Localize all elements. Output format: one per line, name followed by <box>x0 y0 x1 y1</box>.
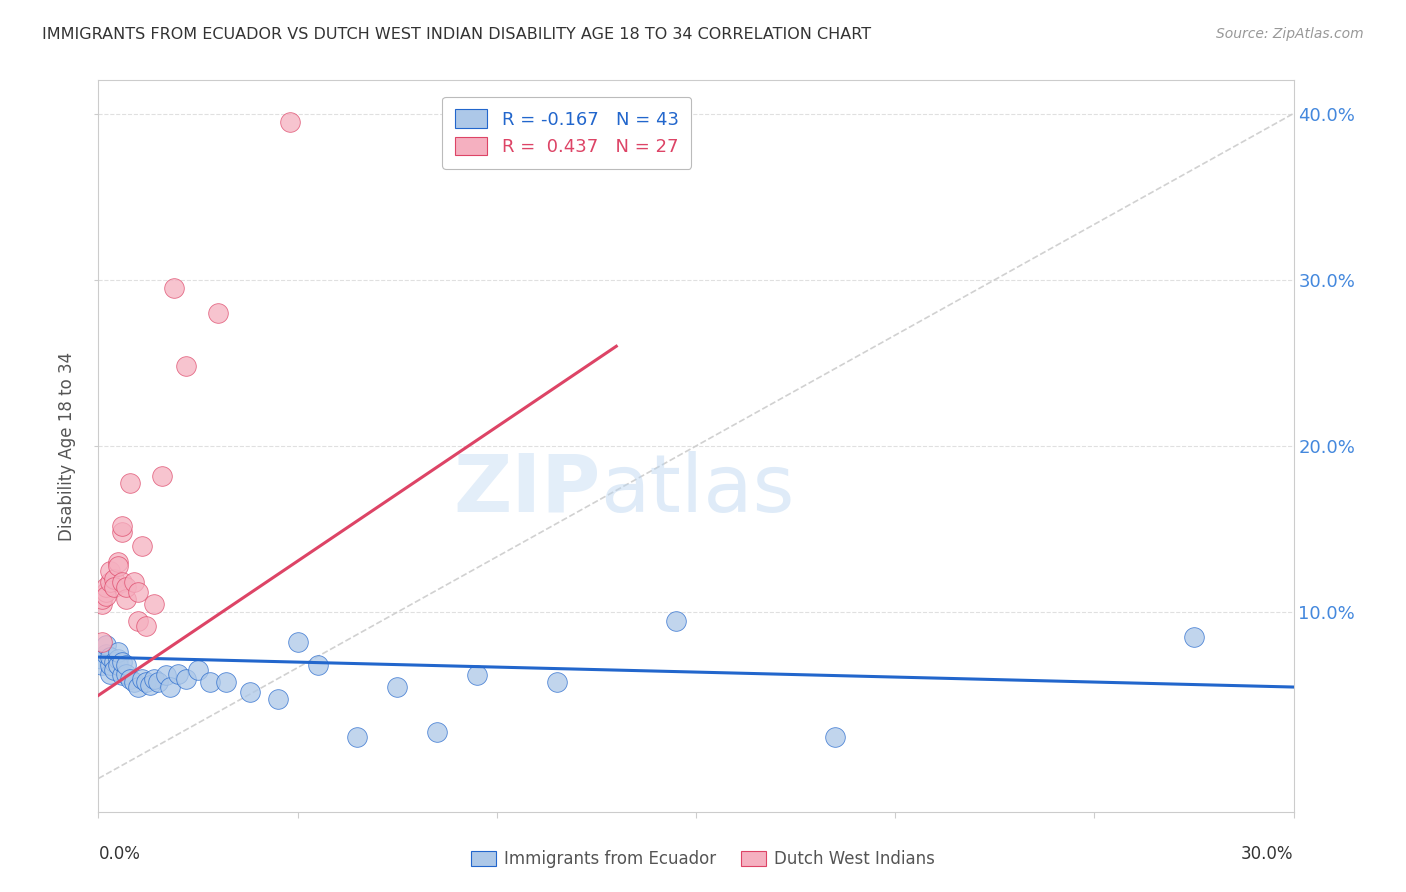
Point <box>131 672 153 686</box>
Point <box>163 281 186 295</box>
Legend: R = -0.167   N = 43, R =  0.437   N = 27: R = -0.167 N = 43, R = 0.437 N = 27 <box>441 96 692 169</box>
Point <box>98 575 122 590</box>
Point <box>107 658 129 673</box>
Point <box>127 680 149 694</box>
Point <box>111 575 134 590</box>
Point <box>139 678 162 692</box>
Point <box>115 658 138 673</box>
Text: atlas: atlas <box>600 450 794 529</box>
Point <box>207 306 229 320</box>
Point <box>91 597 114 611</box>
Point <box>111 518 134 533</box>
Point <box>98 666 122 681</box>
Point <box>107 558 129 573</box>
Point <box>120 475 142 490</box>
Point <box>278 115 301 129</box>
Point <box>131 539 153 553</box>
Point <box>426 725 449 739</box>
Point <box>215 675 238 690</box>
Point <box>346 730 368 744</box>
Y-axis label: Disability Age 18 to 34: Disability Age 18 to 34 <box>58 351 76 541</box>
Point <box>824 730 846 744</box>
Point <box>107 645 129 659</box>
Point <box>96 585 118 599</box>
Point <box>287 635 309 649</box>
Point <box>127 585 149 599</box>
Legend: Immigrants from Ecuador, Dutch West Indians: Immigrants from Ecuador, Dutch West Indi… <box>464 844 942 875</box>
Point <box>111 668 134 682</box>
Point <box>107 555 129 569</box>
Point <box>115 591 138 606</box>
Point <box>148 675 170 690</box>
Point <box>239 685 262 699</box>
Point <box>103 655 125 669</box>
Point <box>135 618 157 632</box>
Text: 0.0%: 0.0% <box>98 845 141 863</box>
Point <box>465 668 488 682</box>
Point <box>143 597 166 611</box>
Point <box>98 658 122 673</box>
Point <box>546 675 568 690</box>
Point <box>98 564 122 578</box>
Text: Source: ZipAtlas.com: Source: ZipAtlas.com <box>1216 27 1364 41</box>
Point <box>174 672 197 686</box>
Point <box>150 469 173 483</box>
Text: 30.0%: 30.0% <box>1241 845 1294 863</box>
Point <box>91 591 114 606</box>
Point <box>143 672 166 686</box>
Point <box>115 580 138 594</box>
Point <box>115 666 138 681</box>
Point <box>124 675 146 690</box>
Point <box>135 675 157 690</box>
Point <box>91 658 114 673</box>
Point <box>120 672 142 686</box>
Point <box>187 664 209 678</box>
Point <box>267 691 290 706</box>
Point <box>103 572 125 586</box>
Point <box>307 658 329 673</box>
Point <box>127 614 149 628</box>
Point <box>198 675 221 690</box>
Point <box>107 652 129 666</box>
Point <box>1182 630 1205 644</box>
Point <box>103 580 125 594</box>
Point <box>91 635 114 649</box>
Point <box>665 614 688 628</box>
Point <box>124 575 146 590</box>
Point <box>96 647 118 661</box>
Text: ZIP: ZIP <box>453 450 600 529</box>
Point <box>91 652 114 666</box>
Point <box>96 639 118 653</box>
Point <box>98 650 122 665</box>
Point <box>96 589 118 603</box>
Point <box>111 525 134 540</box>
Point <box>174 359 197 374</box>
Point <box>155 668 177 682</box>
Point <box>103 664 125 678</box>
Point <box>385 680 409 694</box>
Point <box>96 580 118 594</box>
Point <box>111 655 134 669</box>
Point <box>159 680 181 694</box>
Point <box>167 666 190 681</box>
Text: IMMIGRANTS FROM ECUADOR VS DUTCH WEST INDIAN DISABILITY AGE 18 TO 34 CORRELATION: IMMIGRANTS FROM ECUADOR VS DUTCH WEST IN… <box>42 27 872 42</box>
